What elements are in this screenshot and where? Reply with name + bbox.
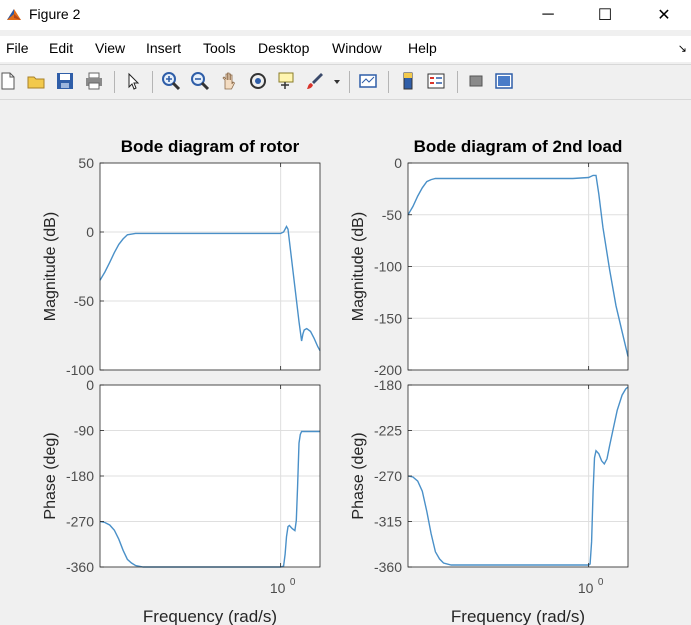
y-axis-label: Phase (deg) [42,432,59,519]
dock-arrow-icon[interactable]: ↘ [677,43,687,55]
y-tick-label: -360 [66,559,94,575]
y-tick-label: 0 [394,155,402,171]
y-tick-label: -50 [74,293,94,309]
load-phase-axes: -360 -315 -270 -225 -180 Phase (deg) 10 0 Freque… [350,377,629,625]
menu-window[interactable]: Window [332,40,382,56]
y-tick-label: 0 [86,377,94,393]
maximize-button[interactable]: ☐ [597,7,613,24]
minimize-button[interactable]: ─ [542,6,554,23]
open-file-icon[interactable] [26,71,46,91]
menu-help[interactable]: Help [408,40,437,56]
y-axis-label: Magnitude (dB) [42,212,59,321]
new-figure-icon[interactable] [0,71,18,91]
matlab-logo-icon [7,9,21,20]
chart-title: Bode diagram of rotor [121,137,300,156]
hide-plot-tools-icon[interactable] [466,71,486,91]
y-tick-label: 0 [86,224,94,240]
window-title: Figure 2 [29,6,81,22]
link-plot-icon[interactable] [358,71,378,91]
load-magnitude-axes: -200 -150 -100 -50 0 Bode diagram of 2nd load… [350,137,629,378]
data-cursor-icon[interactable] [277,71,297,91]
y-tick-label: -315 [374,514,402,530]
brush-icon[interactable] [305,71,325,91]
toolbar-separator [349,71,350,93]
y-tick-label: -225 [374,423,402,439]
data-series-line [99,430,320,568]
y-tick-label: -100 [374,259,402,275]
y-tick-label: -50 [382,207,402,223]
title-bar: Figure 2 ─ ☐ ✕ [0,0,691,30]
print-icon[interactable] [84,71,104,91]
menu-edit[interactable]: Edit [49,40,74,56]
x-tick-label: 10 [578,580,594,596]
save-icon[interactable] [55,71,75,91]
x-axis-label: Frequency (rad/s) [143,607,277,625]
y-tick-label: -180 [374,377,402,393]
data-series-line [407,174,629,357]
zoom-in-icon[interactable] [161,71,181,91]
brush-dropdown-icon[interactable] [332,71,342,91]
pan-icon[interactable] [219,71,239,91]
y-axis-label: Phase (deg) [350,432,367,519]
figure-canvas: -100 -50 0 50 Bode diagram of rotor Magnitude… [42,137,629,625]
data-series-line [99,225,321,352]
y-axis-label: Magnitude (dB) [350,212,367,321]
rotor-phase-axes: -360 -270 -180 -90 0 Phase (deg) 10 0 Frequency … [42,377,321,625]
rotate-3d-icon[interactable] [248,71,268,91]
menu-tools[interactable]: Tools [203,40,236,56]
x-axis-label: Frequency (rad/s) [451,607,585,625]
pointer-icon[interactable] [123,71,143,91]
toolbar-separator [388,71,389,93]
zoom-out-icon[interactable] [190,71,210,91]
y-tick-label: -200 [374,362,402,378]
toolbar-separator [114,71,115,93]
data-series-line [407,386,629,566]
y-tick-label: -150 [374,310,402,326]
toolbar-separator [457,71,458,93]
y-tick-label: -270 [374,468,402,484]
menu-desktop[interactable]: Desktop [258,40,310,56]
toolbar-separator [152,71,153,93]
menu-bar: File Edit View Insert Tools Desktop Wind… [0,36,691,62]
menu-insert[interactable]: Insert [146,40,182,56]
y-tick-label: -90 [74,423,94,439]
x-tick-exponent: 0 [598,577,604,588]
menu-file[interactable]: File [6,40,29,56]
y-tick-label: -100 [66,362,94,378]
y-tick-label: -180 [66,468,94,484]
rotor-magnitude-axes: -100 -50 0 50 Bode diagram of rotor Magnitude… [42,137,321,378]
x-tick-exponent: 0 [290,577,296,588]
legend-icon[interactable] [426,71,446,91]
y-tick-label: -360 [374,559,402,575]
y-tick-label: 50 [78,155,94,171]
axes-background [100,163,320,370]
colorbar-icon[interactable] [398,71,418,91]
y-tick-label: -270 [66,514,94,530]
show-plot-tools-icon[interactable] [494,71,514,91]
chart-title: Bode diagram of 2nd load [414,137,623,156]
close-button[interactable]: ✕ [657,7,671,24]
axes-box [99,162,321,371]
x-tick-label: 10 [270,580,286,596]
figure-toolbar [0,64,691,100]
menu-view[interactable]: View [95,40,126,56]
